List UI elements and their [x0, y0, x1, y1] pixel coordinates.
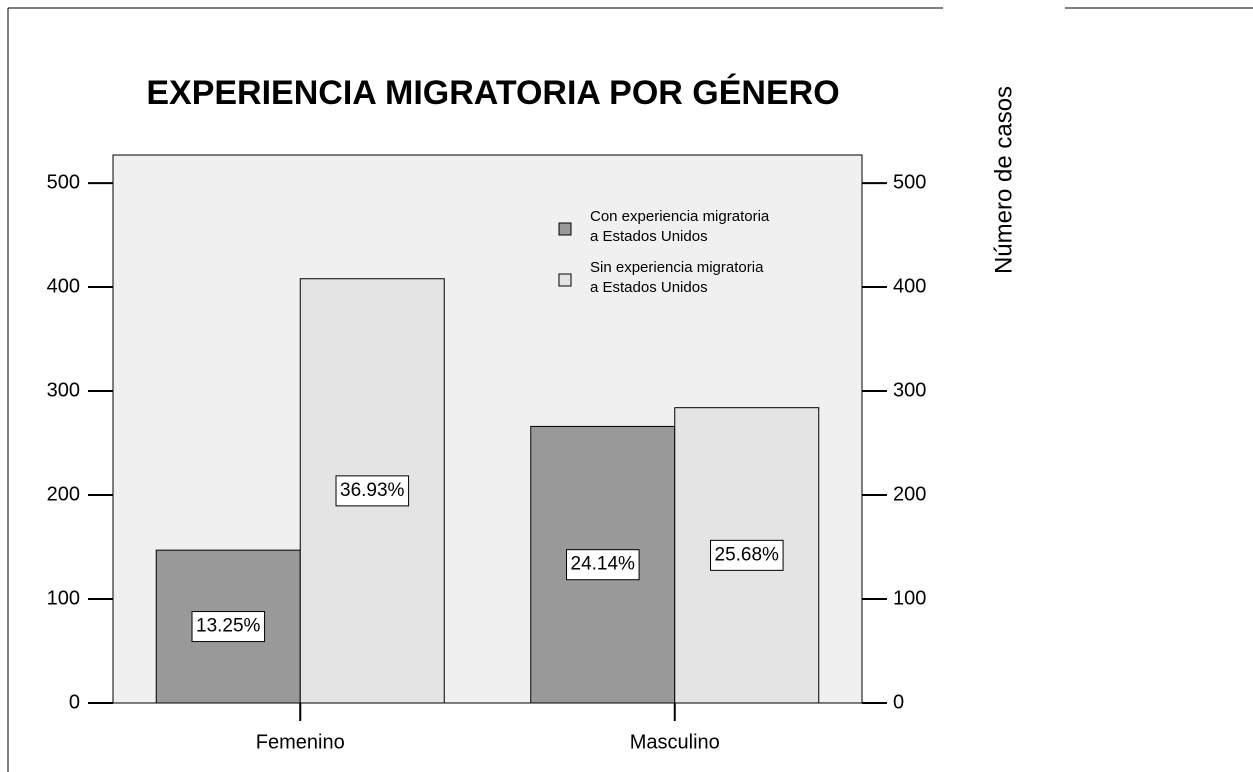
legend-label: Con experiencia migratoria a Estados Unid… [590, 208, 770, 245]
value-label-group: 24.14% [566, 549, 640, 581]
y-tick-label: 400 [47, 275, 80, 297]
value-label: 36.93% [340, 480, 405, 501]
y2-tick-label: 400 [893, 275, 926, 297]
y2-tick-label: 100 [893, 587, 926, 609]
value-label: 24.14% [571, 554, 636, 575]
legend-swatch [558, 222, 572, 236]
legend-swatch [558, 273, 572, 287]
value-label-group: 36.93% [335, 475, 410, 507]
value-label: 25.68% [715, 544, 780, 565]
value-label-box [710, 539, 784, 571]
value-label-box [191, 611, 266, 643]
legend-label: Sin experiencia migratoria a Estados Unid… [590, 259, 764, 296]
y-axis-label: Número de casos [990, 86, 1017, 274]
value-label-box [335, 475, 410, 507]
y2-tick-label: 200 [893, 483, 926, 505]
x-tick-label: Femenino [256, 731, 345, 753]
value-label: 13.25% [196, 616, 261, 637]
value-label-group: 13.25% [191, 611, 266, 643]
y2-tick-label: 0 [893, 691, 904, 713]
y-tick-label: 300 [47, 379, 80, 401]
y-tick-label: 100 [47, 587, 80, 609]
x-tick-label: Masculino [630, 731, 720, 753]
value-label-box [566, 549, 640, 581]
y-tick-label: 0 [69, 691, 80, 713]
y2-tick-label: 300 [893, 379, 926, 401]
chart-title: EXPERIENCIA MIGRATORIA POR GÉNERO [146, 74, 839, 112]
y-tick-label: 500 [47, 171, 80, 193]
y2-tick-label: 500 [893, 171, 926, 193]
y-tick-label: 200 [47, 483, 80, 505]
value-label-group: 25.68% [710, 539, 784, 571]
